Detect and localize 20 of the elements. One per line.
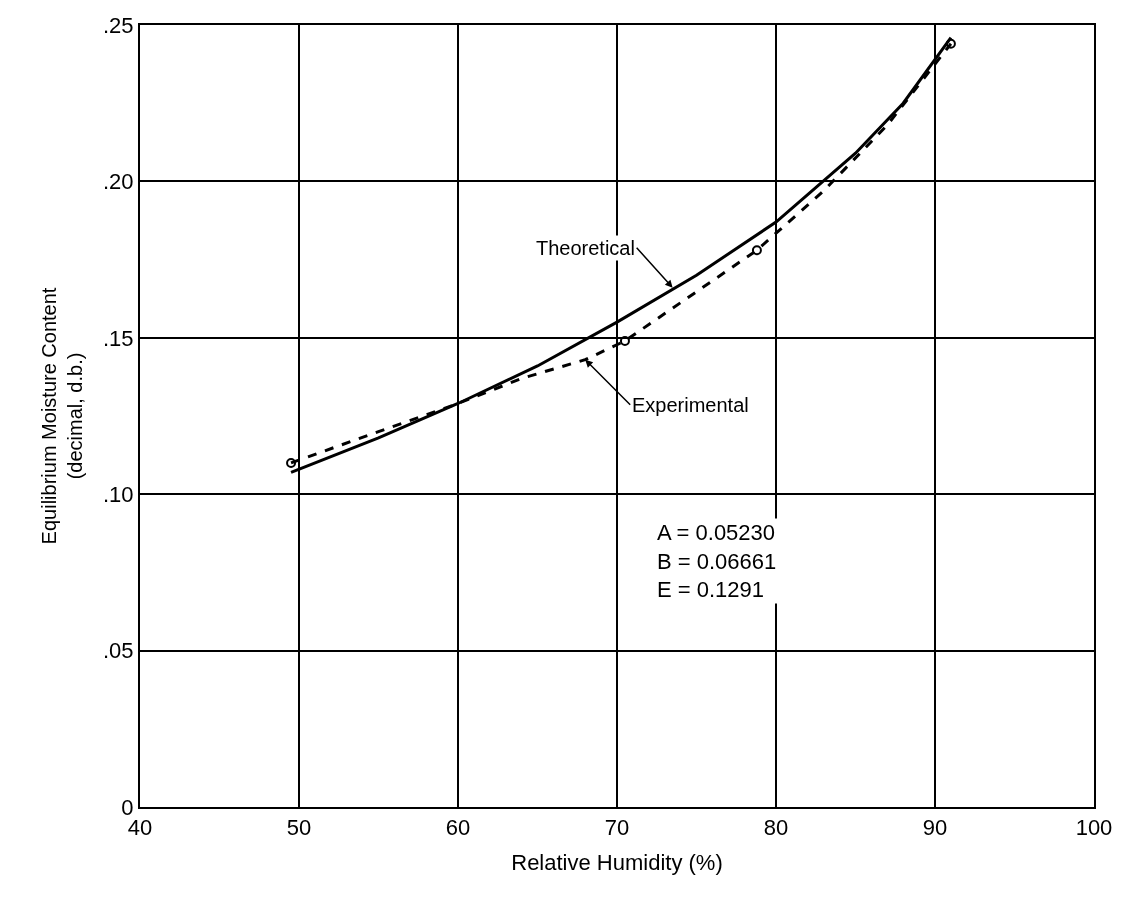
y-tick-label: .15: [103, 325, 134, 351]
x-tick-label: 80: [763, 815, 789, 841]
x-tick-label: 90: [922, 815, 948, 841]
y-tick-label: .05: [103, 638, 134, 664]
y-axis-title: Equilibrium Moisture Content (decimal, d.b.): [38, 287, 87, 545]
point: [751, 245, 762, 256]
y-tick-label: .25: [103, 12, 134, 38]
point: [286, 457, 297, 468]
annotation: A = 0.05230 B = 0.06661 E = 0.1291: [657, 520, 777, 603]
annotation: Theoretical: [536, 237, 635, 259]
x-tick-label: 70: [604, 815, 630, 841]
point: [945, 38, 956, 49]
y-tick-label: .10: [103, 481, 134, 507]
y-tick-label: .20: [103, 169, 134, 195]
x-tick-label: 50: [286, 815, 312, 841]
x-axis-title: Relative Humidity (%): [511, 849, 723, 875]
x-tick-label: 100: [1075, 815, 1113, 841]
x-tick-label: 60: [445, 815, 471, 841]
point: [619, 335, 630, 346]
annotation: Experimental: [632, 394, 749, 416]
